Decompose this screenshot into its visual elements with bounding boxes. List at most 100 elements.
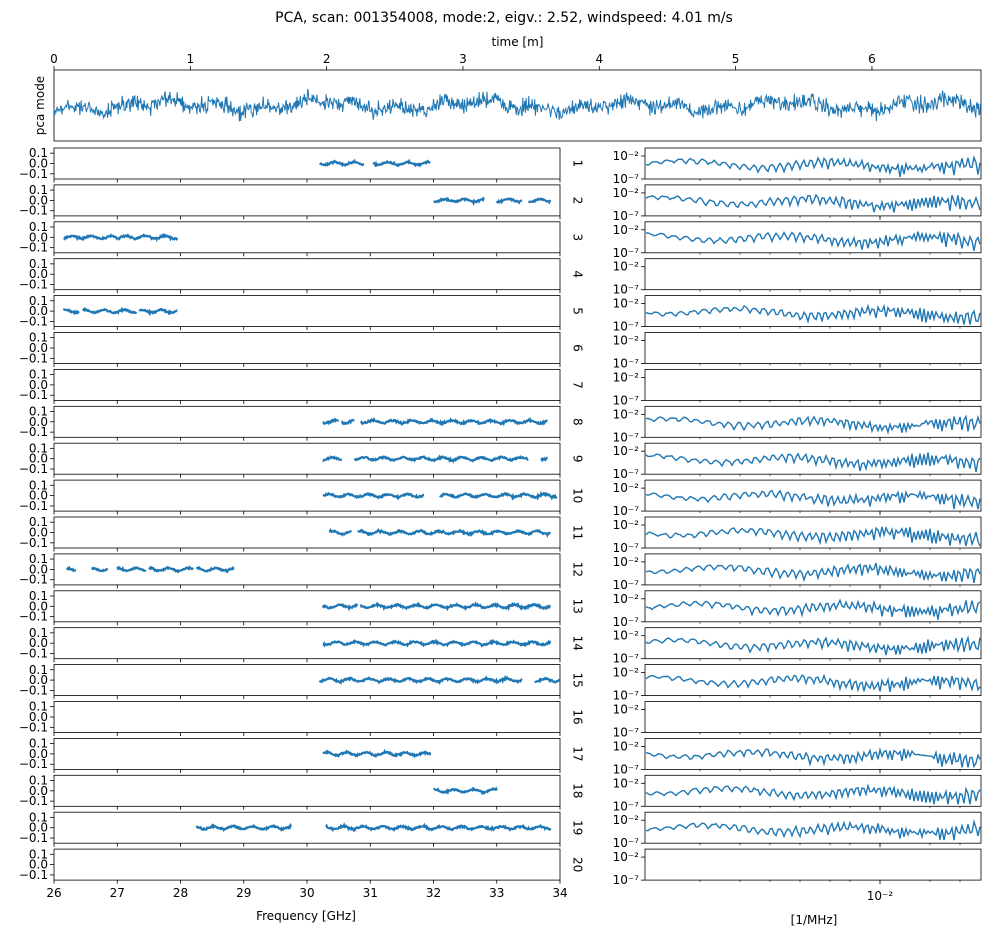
- freq-ytick-label: −0.1: [19, 388, 48, 402]
- spectrum-ytick-label: 10⁻²: [613, 444, 640, 458]
- spectrum-ytick-label: 10⁻⁷: [613, 393, 640, 407]
- spectrum-ytick-label: 10⁻⁷: [613, 836, 640, 850]
- spectrum-ytick-label: 10⁻²: [613, 518, 640, 532]
- spectrum-line: [645, 414, 981, 435]
- feed-row-15: 0.10.0−0.1 15 10⁻² 10⁻⁷: [19, 663, 982, 703]
- feed-label: 12: [571, 562, 585, 577]
- freq-ytick-label: 0.1: [29, 404, 48, 418]
- feed-row-5: 0.10.0−0.1 5 10⁻² 10⁻⁷: [19, 294, 982, 334]
- freq-ytick-label: −0.1: [19, 167, 48, 181]
- feed-data-segment: [528, 197, 552, 205]
- freq-ytick-label: −0.1: [19, 351, 48, 365]
- freq-ytick-label: 0.1: [29, 552, 48, 566]
- time-tick-label: 5: [732, 52, 740, 66]
- freq-ytick-label: 0.1: [29, 589, 48, 603]
- time-tick-label: 4: [595, 52, 603, 66]
- feed-data-segment: [319, 158, 365, 168]
- feed-row-18: 0.10.0−0.1 18 10⁻² 10⁻⁷: [19, 773, 982, 813]
- time-tick-label: 1: [187, 52, 195, 66]
- freq-ytick-label: 0.0: [29, 489, 48, 503]
- freq-ytick-label: 0.1: [29, 257, 48, 271]
- feed-data-segment: [534, 676, 561, 684]
- spectrum-ytick-label: 10⁻²: [613, 592, 640, 606]
- freq-ytick-label: 0.1: [29, 368, 48, 382]
- freq-ytick-label: −0.1: [19, 683, 48, 697]
- spectrum-ytick-label: 10⁻⁷: [613, 430, 640, 444]
- spectrum-axis-label: [1/MHz]: [791, 913, 838, 927]
- feed-data-segment: [540, 456, 549, 463]
- feed-label: 14: [571, 636, 585, 651]
- feed-row-1: 0.10.0−0.1 1 10⁻² 10⁻⁷: [19, 146, 982, 186]
- freq-panel-frame: [53, 738, 561, 770]
- freq-ytick-label: 0.1: [29, 441, 48, 455]
- spectrum-line: [645, 598, 981, 620]
- feed-row-19: 0.10.0−0.1 19 10⁻² 10⁻⁷: [19, 810, 982, 850]
- spectrum-ytick-label: 10⁻⁷: [613, 357, 640, 371]
- spectrum-ytick-label: 10⁻²: [613, 334, 640, 348]
- spectrum-ytick-label: 10⁻²: [613, 149, 640, 163]
- freq-ytick-label: 0.1: [29, 294, 48, 308]
- freq-ytick-label: −0.1: [19, 720, 48, 734]
- freq-ytick-label: 0.0: [29, 821, 48, 835]
- spectrum-panel-frame: [644, 848, 982, 881]
- feed-data-segment: [439, 490, 558, 501]
- spectrum-ytick-label: 10⁻²: [613, 186, 640, 200]
- freq-ytick-label: 0.1: [29, 663, 48, 677]
- freq-ytick-label: −0.1: [19, 757, 48, 771]
- freq-ytick-label: 0.0: [29, 562, 48, 576]
- feed-label: 8: [571, 418, 585, 426]
- feed-data-segment: [322, 417, 340, 426]
- spectrum-ytick-label: 10⁻²: [613, 260, 640, 274]
- freq-ytick-label: −0.1: [19, 241, 48, 255]
- freq-xtick-label: 29: [236, 886, 251, 900]
- freq-ytick-label: 0.0: [29, 858, 48, 872]
- freq-panel-frame: [53, 332, 561, 364]
- freq-ytick-label: −0.1: [19, 610, 48, 624]
- spectrum-panel-frame: [644, 738, 982, 770]
- feed-label: 2: [571, 197, 585, 205]
- spectrum-line: [645, 783, 981, 805]
- spectrum-ytick-label: 10⁻²: [613, 555, 640, 569]
- feed-label: 9: [571, 455, 585, 463]
- feed-label: 5: [571, 307, 585, 315]
- spectrum-line: [645, 155, 981, 178]
- feed-label: 17: [571, 746, 585, 761]
- feed-label: 1: [571, 160, 585, 168]
- freq-ytick-label: 0.0: [29, 230, 48, 244]
- feed-row-4: 0.10.0−0.1 4 10⁻² 10⁻⁷: [19, 257, 982, 297]
- time-tick-label: 6: [868, 52, 876, 66]
- freq-ytick-label: 0.1: [29, 737, 48, 751]
- freq-xtick-label: 31: [363, 886, 378, 900]
- freq-ytick-label: −0.1: [19, 794, 48, 808]
- feed-row-17: 0.10.0−0.1 17 10⁻² 10⁻⁷: [19, 737, 982, 776]
- spectrum-ytick-label: 10⁻⁷: [613, 726, 640, 740]
- spectrum-ytick-label: 10⁻⁷: [613, 762, 640, 776]
- freq-ytick-label: −0.1: [19, 647, 48, 661]
- spectrum-ytick-label: 10⁻⁷: [613, 246, 640, 260]
- spectrum-ytick-label: 10⁻²: [613, 481, 640, 495]
- spectrum-panel-frame: [644, 332, 982, 364]
- time-tick-label: 0: [50, 52, 58, 66]
- freq-ytick-label: −0.1: [19, 314, 48, 328]
- feed-data-segment: [322, 748, 432, 759]
- freq-xtick-label: 34: [552, 886, 567, 900]
- freq-ytick-label: 0.0: [29, 452, 48, 466]
- freq-ytick-label: 0.0: [29, 710, 48, 724]
- spectrum-ytick-label: 10⁻⁷: [613, 873, 640, 887]
- freq-panel-frame: [53, 147, 561, 180]
- feed-label: 7: [571, 381, 585, 389]
- freq-ytick-label: −0.1: [19, 204, 48, 218]
- feed-data-segment: [357, 527, 551, 538]
- spectrum-ytick-label: 10⁻²: [613, 297, 640, 311]
- spectrum-panel-frame: [644, 405, 982, 438]
- freq-ytick-label: −0.1: [19, 536, 48, 550]
- feed-data-segment: [372, 158, 431, 168]
- freq-panel-frame: [53, 295, 561, 328]
- feed-data-segment: [322, 638, 552, 648]
- freq-ytick-label: 0.1: [29, 146, 48, 160]
- feed-row-7: 0.10.0−0.1 7 10⁻² 10⁻⁷: [19, 368, 982, 407]
- time-tick-label: 2: [323, 52, 331, 66]
- spectrum-line: [645, 562, 981, 584]
- freq-ytick-label: 0.0: [29, 267, 48, 281]
